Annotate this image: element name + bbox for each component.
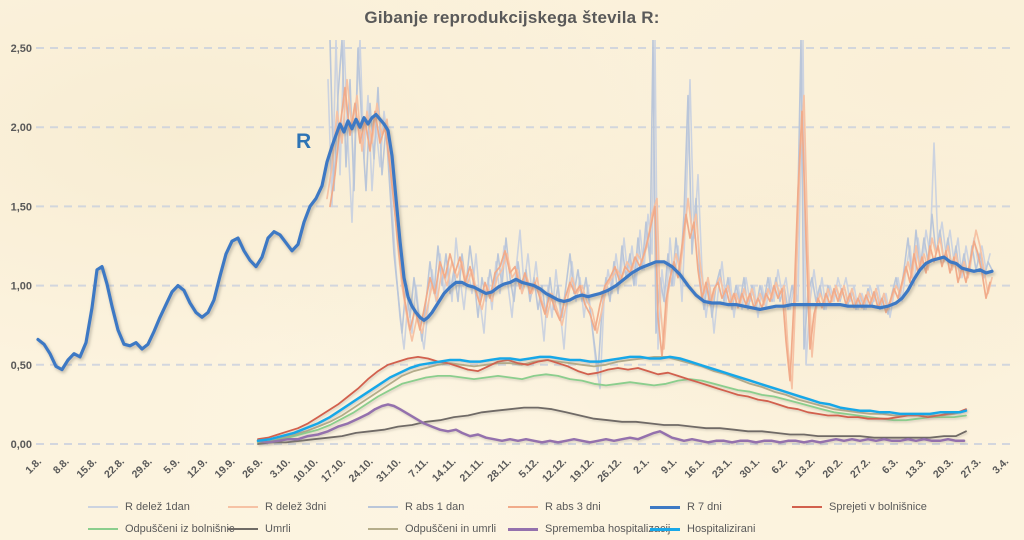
- legend-swatch-odpusceni-icon: [88, 528, 118, 530]
- x-axis-label: 14.11.: [430, 456, 459, 485]
- y-axis-label: 0,00: [11, 439, 32, 451]
- legend-label: R delež 3dni: [265, 501, 327, 513]
- x-axis-label: 8.8.: [51, 456, 72, 477]
- x-axis-label: 17.10.: [319, 456, 348, 485]
- r-annotation: R: [296, 130, 311, 153]
- series-r_7dni: [36, 112, 994, 372]
- x-axis-label: 3.10.: [268, 456, 293, 481]
- series-r_delez_1dan: [327, 40, 991, 390]
- x-axis-label: 21.11.: [457, 456, 486, 485]
- legend-swatch-umrli-icon: [228, 528, 258, 530]
- x-axis-label: 22.8.: [102, 456, 127, 481]
- series-odpusceni: [257, 373, 967, 444]
- legend-swatch-sprejeti-icon: [792, 506, 822, 508]
- y-axis-label: 1,50: [11, 201, 32, 213]
- legend-row: Odpuščeni iz bolnišnic Umrli Odpuščeni in …: [0, 521, 1024, 537]
- x-axis-label: 16.1.: [682, 456, 707, 481]
- x-axis-label: 26.12.: [595, 456, 624, 485]
- x-axis-label: 27.2.: [848, 456, 873, 481]
- series-sprememba: [256, 403, 966, 444]
- legend-item-r_abs_3dni: R abs 3 dni: [508, 499, 601, 515]
- legend-label: Odpuščeni in umrli: [405, 523, 497, 535]
- legend-label: Hospitalizirani: [687, 523, 756, 535]
- x-axis-label: 12.9.: [185, 456, 210, 481]
- series-odpusceni_umrli: [257, 356, 967, 444]
- y-axis-label: 2,50: [11, 43, 32, 55]
- x-axis-label: 12.12.: [540, 456, 569, 485]
- y-axis-label: 1,00: [11, 281, 32, 293]
- legend-row: R delež 1dan R delež 3dni R abs 1 dan R abs…: [0, 499, 1024, 515]
- x-axis-label: 6.2.: [769, 456, 790, 477]
- series-umrli: [257, 406, 967, 445]
- legend-item-odpusceni_umrli: Odpuščeni in umrli: [368, 521, 496, 537]
- legend-swatch-r_delez_1dan-icon: [88, 506, 118, 508]
- legend-swatch-r_delez_3dni-icon: [228, 506, 258, 508]
- x-axis-label: 5.9.: [161, 456, 182, 477]
- legend-item-odpusceni: Odpuščeni iz bolnišnic: [88, 521, 234, 537]
- legend-swatch-odpusceni_umrli-icon: [368, 528, 398, 530]
- legend-label: R delež 1dan: [125, 501, 190, 513]
- legend-swatch-r_7dni-icon: [650, 505, 680, 509]
- series-sprejeti: [257, 356, 967, 441]
- x-axis-label: 2.1.: [631, 456, 652, 477]
- legend-label: R 7 dni: [687, 501, 722, 513]
- x-axis-label: 20.2.: [820, 456, 845, 481]
- legend-label: Umrli: [265, 523, 291, 535]
- x-axis-label: 27.3.: [959, 456, 984, 481]
- x-axis-label: 6.3.: [880, 456, 901, 477]
- legend-item-sprejeti: Sprejeti v bolnišnice: [792, 499, 927, 515]
- x-axis-label: 31.10.: [374, 456, 403, 485]
- series-r_delez_3dni: [326, 78, 993, 390]
- legend-item-r_abs_1dan: R abs 1 dan: [368, 499, 464, 515]
- y-axis-label: 0,50: [11, 360, 32, 372]
- x-axis-label: 20.3.: [931, 456, 956, 481]
- legend-item-r_delez_3dni: R delež 3dni: [228, 499, 326, 515]
- legend-item-sprememba: Sprememba hospitalizacij: [508, 521, 670, 537]
- x-axis-label: 5.12.: [516, 456, 541, 481]
- x-axis-label: 13.2.: [793, 456, 818, 481]
- series-hospitalizirani: [256, 355, 968, 443]
- x-axis-label: 30.1.: [737, 456, 762, 481]
- x-axis-label: 10.10.: [291, 456, 320, 485]
- x-axis-label: 28.11.: [485, 456, 514, 485]
- legend-item-hospitalizirani: Hospitalizirani: [650, 521, 755, 537]
- x-axis-label: 19.9.: [213, 456, 238, 481]
- y-axis-label: 2,00: [11, 122, 32, 134]
- x-axis-label: 13.3.: [903, 456, 928, 481]
- x-axis-label: 15.8.: [74, 456, 99, 481]
- chart-title: Gibanje reprodukcijskega števila R:: [364, 8, 660, 27]
- legend-label: R abs 1 dan: [405, 501, 465, 513]
- series-r_abs_3dni: [329, 86, 991, 382]
- x-axis-label: 19.12.: [568, 456, 597, 485]
- legend-item-r_7dni: R 7 dni: [650, 499, 722, 515]
- legend-swatch-hospitalizirani-icon: [650, 527, 680, 531]
- x-axis-label: 3.4.: [990, 456, 1011, 477]
- x-axis-label: 1.8.: [23, 456, 44, 477]
- x-axis-label: 7.11.: [406, 456, 431, 481]
- legend-label: Sprejeti v bolnišnice: [829, 501, 927, 513]
- x-axis-label: 26.9.: [240, 456, 265, 481]
- legend-item-r_delez_1dan: R delež 1dan: [88, 499, 190, 515]
- legend-label: Odpuščeni iz bolnišnic: [125, 523, 235, 535]
- x-axis-label: 23.1.: [710, 456, 735, 481]
- legend-item-umrli: Umrli: [228, 521, 291, 537]
- legend-label: Sprememba hospitalizacij: [545, 523, 671, 535]
- legend-swatch-r_abs_3dni-icon: [508, 506, 538, 508]
- x-axis-label: 29.8.: [130, 456, 155, 481]
- legend-swatch-r_abs_1dan-icon: [368, 506, 398, 508]
- legend-swatch-sprememba-icon: [508, 527, 538, 531]
- x-axis-label: 24.10.: [347, 456, 376, 485]
- legend-label: R abs 3 dni: [545, 501, 601, 513]
- x-axis-label: 9.1.: [659, 456, 680, 477]
